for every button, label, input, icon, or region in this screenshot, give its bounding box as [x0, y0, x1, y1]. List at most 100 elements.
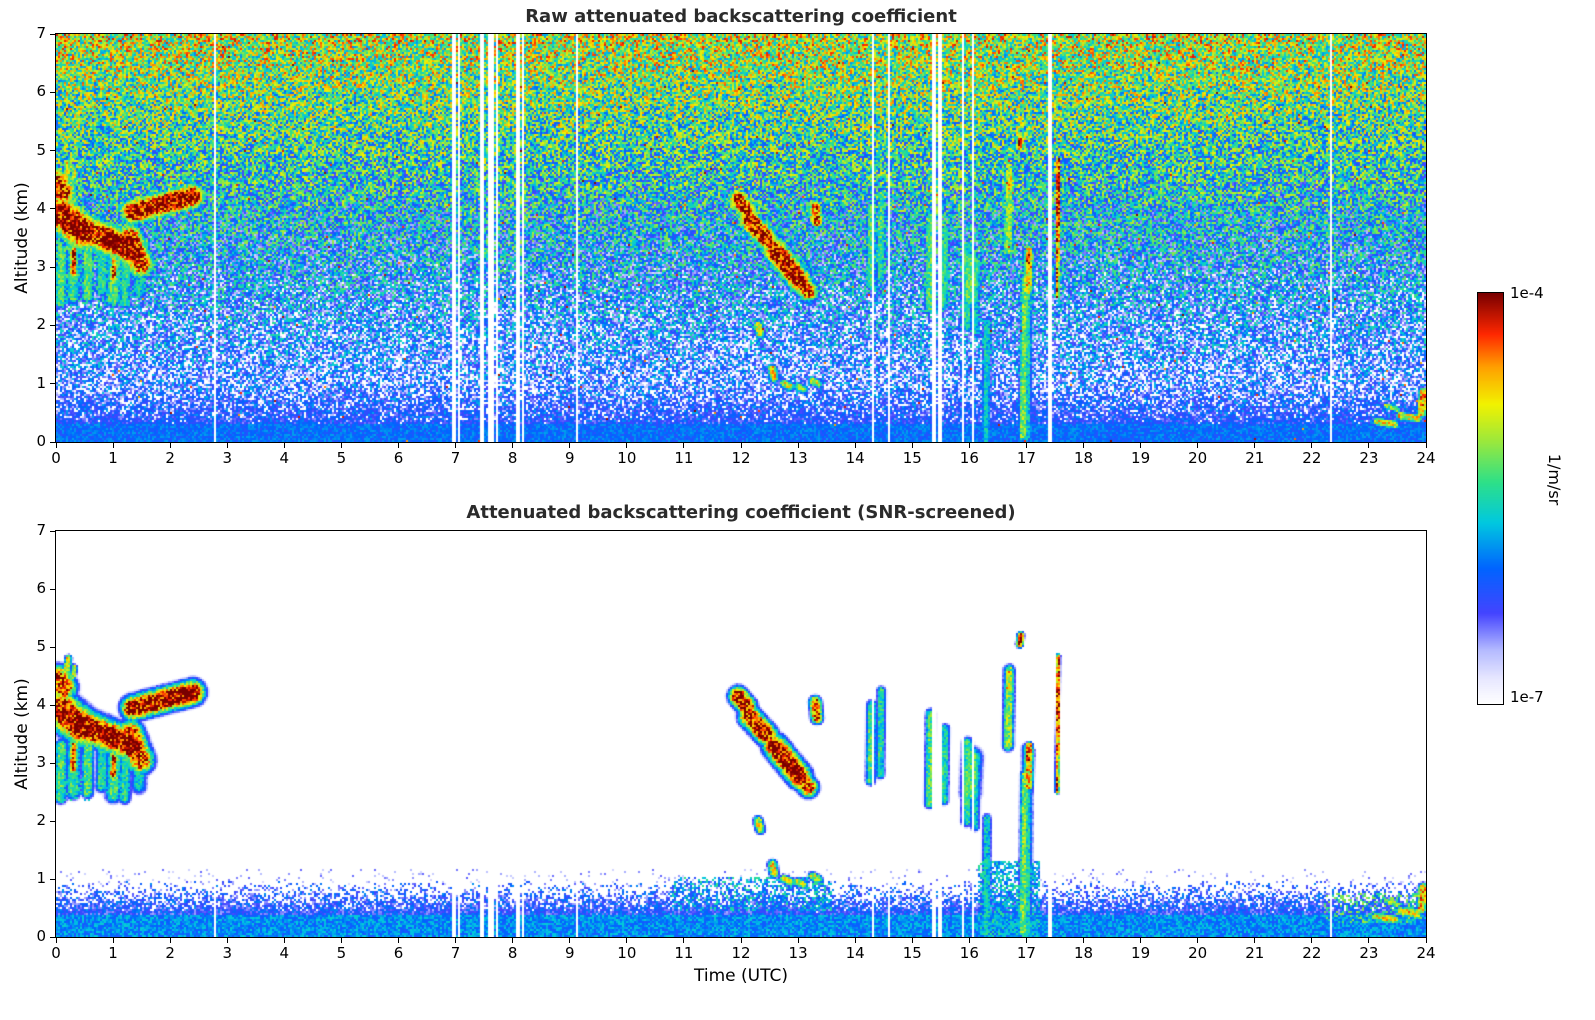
x-tick-mark: [512, 443, 514, 448]
y-tick-label: 0: [36, 927, 46, 945]
x-tick-mark: [1425, 938, 1427, 943]
x-tick-mark: [968, 938, 970, 943]
x-tick-label: 23: [1359, 944, 1379, 962]
x-tick-mark: [283, 938, 285, 943]
screened-panel-title: Attenuated backscattering coefficient (S…: [466, 502, 1016, 523]
x-tick-label: 0: [51, 449, 61, 467]
raw-panel-title: Raw attenuated backscattering coefficien…: [525, 6, 957, 27]
x-tick-mark: [683, 938, 685, 943]
y-tick-mark: [50, 150, 55, 152]
x-tick-mark: [398, 443, 399, 448]
y-tick-label: 3: [36, 753, 46, 771]
x-tick-label: 19: [1131, 449, 1151, 467]
x-tick-label: 4: [279, 449, 290, 467]
x-tick-mark: [1197, 938, 1199, 943]
x-tick-label: 16: [959, 944, 979, 962]
x-tick-label: 2: [165, 449, 175, 467]
x-tick-mark: [169, 443, 171, 448]
x-tick-label: 18: [1073, 449, 1094, 467]
x-tick-label: 6: [393, 944, 404, 962]
colorbar-max-label: 1e-4: [1510, 284, 1544, 302]
x-tick-mark: [797, 938, 799, 943]
x-tick-label: 5: [336, 449, 347, 467]
x-tick-label: 20: [1188, 944, 1208, 962]
y-tick-label: 4: [36, 198, 46, 217]
y-tick-mark: [50, 530, 55, 532]
x-tick-mark: [1254, 443, 1256, 448]
x-tick-mark: [1368, 938, 1370, 943]
x-tick-label: 1: [108, 944, 118, 962]
raw-heatmap-canvas: [56, 34, 1426, 442]
x-axis-label: Time (UTC): [694, 966, 788, 986]
x-tick-mark: [911, 938, 913, 943]
x-tick-mark: [1025, 938, 1027, 943]
y-tick-label: 0: [36, 432, 46, 450]
x-tick-mark: [1311, 443, 1313, 448]
x-tick-label: 9: [564, 944, 575, 962]
x-tick-label: 1: [108, 449, 118, 467]
colorbar: [1477, 292, 1504, 705]
x-tick-mark: [1140, 443, 1142, 448]
x-tick-mark: [112, 938, 114, 943]
x-tick-mark: [740, 938, 742, 943]
x-tick-label: 17: [1016, 944, 1036, 962]
x-tick-mark: [512, 938, 514, 943]
x-tick-mark: [626, 938, 628, 943]
y-tick-label: 6: [36, 82, 46, 101]
x-tick-label: 3: [222, 449, 233, 467]
raw-plot-area: [55, 33, 1427, 443]
y-tick-mark: [50, 762, 55, 764]
x-tick-label: 14: [845, 449, 865, 467]
x-tick-mark: [569, 938, 571, 943]
x-tick-mark: [569, 443, 571, 448]
x-tick-label: 20: [1188, 449, 1208, 467]
x-tick-mark: [854, 443, 856, 448]
x-tick-label: 7: [450, 449, 461, 467]
y-tick-label: 7: [36, 521, 46, 539]
screened-plot-area: [55, 530, 1427, 938]
x-tick-mark: [226, 938, 228, 943]
x-tick-label: 15: [902, 944, 922, 962]
x-tick-mark: [226, 443, 228, 448]
x-tick-label: 13: [788, 449, 808, 467]
x-tick-label: 21: [1245, 944, 1265, 962]
x-tick-label: 10: [617, 449, 637, 467]
y-tick-mark: [50, 266, 55, 268]
x-tick-label: 2: [165, 944, 175, 962]
x-tick-mark: [797, 443, 799, 448]
y-tick-label: 7: [36, 24, 46, 42]
x-tick-mark: [1083, 443, 1084, 448]
x-tick-label: 19: [1131, 944, 1151, 962]
colorbar-min-label: 1e-7: [1510, 688, 1544, 706]
screened-heatmap-canvas: [56, 531, 1426, 937]
y-tick-mark: [50, 33, 55, 35]
y-tick-label: 5: [36, 140, 46, 159]
y-tick-mark: [50, 704, 55, 706]
x-tick-mark: [1025, 443, 1027, 448]
x-tick-mark: [1140, 938, 1142, 943]
x-tick-label: 14: [845, 944, 865, 962]
x-tick-mark: [1368, 443, 1370, 448]
x-tick-mark: [968, 443, 970, 448]
x-tick-mark: [626, 443, 628, 448]
x-tick-mark: [398, 938, 399, 943]
x-tick-label: 12: [731, 944, 751, 962]
x-tick-mark: [340, 443, 342, 448]
y-tick-mark: [50, 91, 55, 93]
y-tick-label: 1: [36, 373, 46, 392]
x-tick-mark: [455, 443, 457, 448]
x-tick-mark: [340, 938, 342, 943]
x-tick-label: 18: [1073, 944, 1094, 962]
x-tick-mark: [283, 443, 285, 448]
x-tick-label: 8: [507, 449, 518, 467]
y-tick-mark: [50, 441, 55, 443]
x-tick-label: 12: [731, 449, 751, 467]
x-tick-label: 22: [1302, 944, 1322, 962]
x-tick-label: 23: [1359, 449, 1379, 467]
x-tick-label: 11: [674, 449, 694, 467]
x-tick-mark: [55, 443, 57, 448]
x-tick-label: 5: [336, 944, 347, 962]
x-tick-label: 24: [1416, 449, 1436, 467]
x-tick-mark: [55, 938, 57, 943]
